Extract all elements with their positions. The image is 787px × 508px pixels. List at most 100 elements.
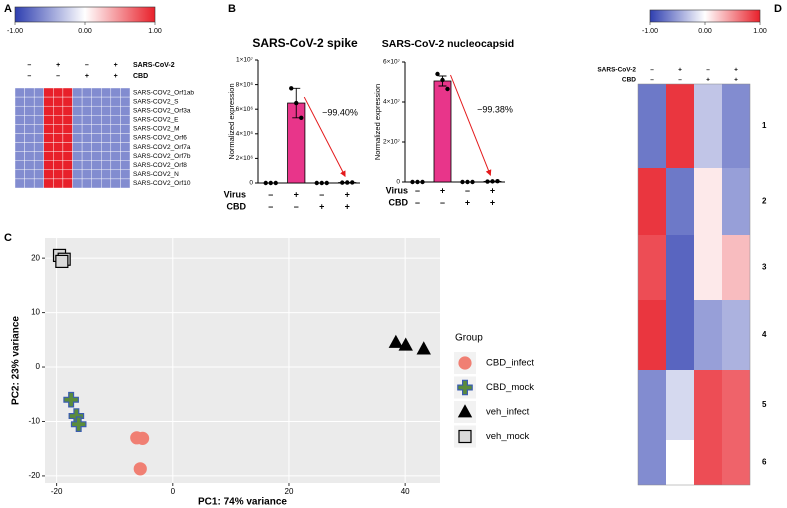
y-tick-label: 0	[396, 179, 400, 186]
row-label: SARS-COV2_Orf7a	[133, 144, 191, 151]
annotation-arrow	[450, 74, 492, 176]
heatmap-cell	[81, 142, 92, 152]
heatmap-cell	[62, 105, 73, 116]
heatmap-cell	[24, 115, 35, 125]
heatmap-cell	[24, 151, 35, 161]
data-point	[263, 180, 268, 186]
heatmap-cell	[33, 124, 44, 134]
y-tick-label: 2×10⁷	[383, 139, 401, 146]
heatmap-cell	[101, 115, 112, 125]
x-tick-label: 40	[401, 487, 410, 496]
condition-sign: +	[734, 67, 738, 74]
heatmap-cell	[43, 160, 54, 171]
data-point	[340, 180, 345, 185]
colorbar	[649, 9, 761, 23]
condition-sign: –	[27, 73, 31, 80]
y-tick-label: 8×10⁶	[236, 81, 254, 88]
heatmap-cell	[43, 87, 54, 98]
heatmap-cell	[101, 178, 112, 189]
heatmap-cell	[62, 96, 73, 107]
heatmap-cell	[62, 151, 73, 161]
data-point	[410, 179, 415, 185]
legend-label: veh_infect	[486, 407, 530, 418]
row-label: SARS-COV2_Orf3a	[133, 107, 191, 114]
heatmap-cell	[91, 87, 102, 98]
heatmap-cell	[43, 105, 54, 116]
heatmap-cell	[72, 151, 83, 161]
y-tick-label: -10	[28, 417, 40, 426]
heatmap-cell	[101, 133, 112, 143]
heatmap-cell	[43, 169, 54, 180]
legend-marker	[457, 379, 473, 396]
heatmap-cell	[666, 84, 694, 168]
y-tick-label: -20	[28, 471, 40, 480]
heatmap-cell	[62, 178, 73, 189]
condition-label: CBD	[133, 73, 148, 80]
heatmap-cell	[24, 169, 35, 180]
row-label: SARS-COV2_Orf6	[133, 135, 187, 142]
heatmap-cell	[33, 160, 44, 171]
heatmap-cell	[14, 151, 25, 161]
cluster-label: 2	[762, 197, 767, 206]
heatmap-cell	[53, 169, 64, 180]
heatmap-cell	[72, 115, 83, 125]
heatmap-cell	[638, 235, 666, 300]
x-tick-label: -20	[51, 487, 63, 496]
heatmap-cell	[110, 133, 121, 143]
heatmap-cell	[694, 168, 722, 235]
data-point	[350, 180, 355, 185]
condition-label: Virus	[386, 185, 408, 195]
row-label: SARS-COV2_E	[133, 117, 179, 124]
annotation: −99.40%	[322, 107, 358, 117]
heatmap-cell	[53, 87, 64, 98]
heatmap-cell	[101, 124, 112, 134]
heatmap-cell	[81, 133, 92, 143]
heatmap-cell	[62, 115, 73, 125]
condition-sign: –	[319, 189, 324, 199]
heatmap-cell	[24, 96, 35, 107]
y-tick-label: 6×10⁷	[383, 59, 401, 66]
y-tick-label: 10	[31, 308, 40, 317]
cluster-label: 3	[762, 263, 767, 272]
heatmap-frame	[637, 83, 751, 486]
condition-sign: +	[294, 189, 299, 199]
heatmap-cell	[53, 115, 64, 125]
heatmap-cell	[53, 124, 64, 134]
condition-sign: +	[465, 197, 470, 207]
heatmap-cell	[120, 142, 131, 152]
heatmap-cell	[81, 151, 92, 161]
heatmap-cell	[101, 87, 112, 98]
heatmap-cell	[110, 178, 121, 189]
heatmap-cell	[91, 178, 102, 189]
heatmap-cell	[101, 160, 112, 171]
heatmap-cell	[91, 142, 102, 152]
heatmap-cell	[33, 115, 44, 125]
heatmap-cell	[14, 115, 25, 125]
heatmap-cell	[33, 87, 44, 98]
y-tick-label: 6×10⁶	[236, 106, 254, 113]
row-label: SARS-COV2_Orf10	[133, 180, 191, 187]
heatmap-cell	[638, 300, 666, 370]
chart-title: SARS-CoV-2 spike	[252, 36, 358, 50]
row-label: SARS-COV2_Orf1ab	[133, 89, 194, 96]
heatmap-cell	[62, 160, 73, 171]
heatmap-cell	[694, 235, 722, 300]
colorbar-label: -1.00	[7, 28, 23, 35]
condition-sign: +	[319, 201, 324, 211]
heatmap-cell	[33, 105, 44, 116]
condition-sign: –	[294, 201, 299, 211]
heatmap-cell	[120, 178, 131, 189]
heatmap-cell	[120, 160, 131, 171]
heatmap-cell	[120, 115, 131, 125]
heatmap-cell	[638, 440, 666, 485]
condition-sign: –	[650, 67, 654, 74]
heatmap-cell	[110, 169, 121, 180]
heatmap-cell	[43, 133, 54, 143]
data-point	[485, 179, 490, 184]
y-tick-label: 4×10⁶	[236, 131, 254, 138]
condition-label: SARS-CoV-2	[597, 67, 636, 74]
heatmap-cell	[101, 105, 112, 116]
colorbar	[14, 6, 156, 23]
heatmap-cell	[694, 300, 722, 370]
heatmap-cell	[72, 178, 83, 189]
